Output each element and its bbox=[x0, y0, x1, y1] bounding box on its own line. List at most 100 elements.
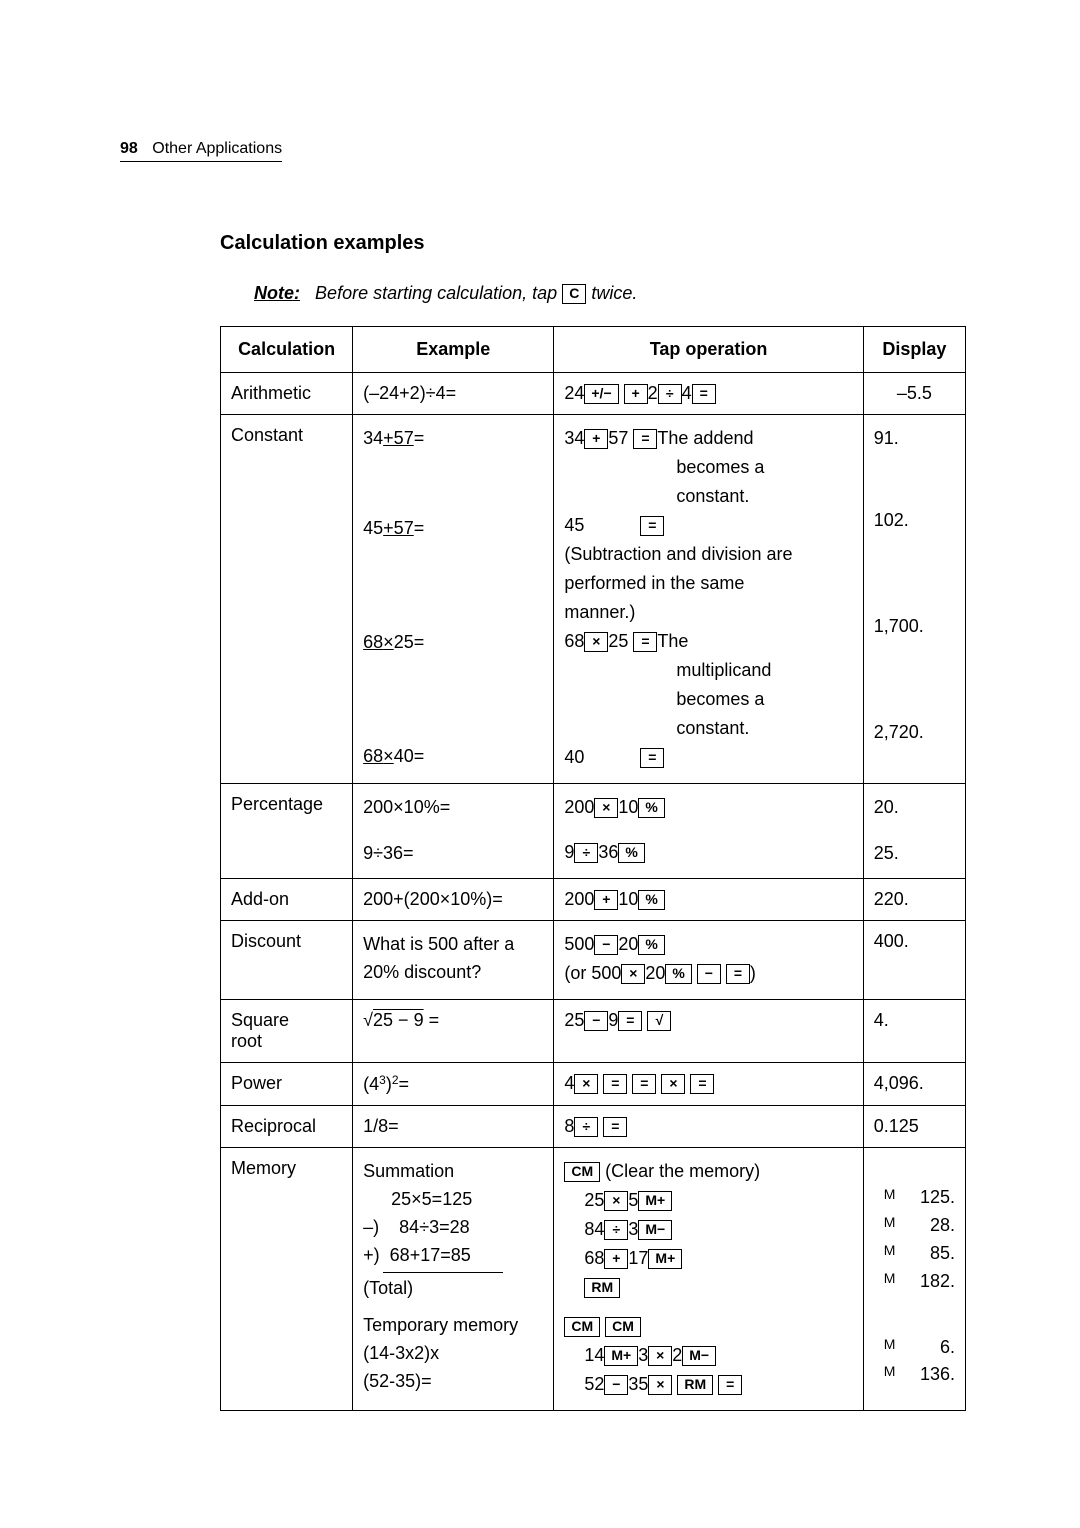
cell-calc: Reciprocal bbox=[221, 1106, 353, 1148]
th-calc: Calculation bbox=[221, 327, 353, 373]
cell-disp: 91. 102. 1,700. 2,720. bbox=[863, 415, 965, 784]
th-disp: Display bbox=[863, 327, 965, 373]
key: + bbox=[594, 890, 618, 910]
key: × bbox=[648, 1375, 672, 1395]
section-heading: Calculation examples bbox=[220, 232, 960, 255]
key: RM bbox=[584, 1278, 620, 1298]
key: − bbox=[604, 1375, 628, 1395]
cell-example: (–24+2)÷4= bbox=[353, 373, 554, 415]
cell-example: 200×10%= 9÷36= bbox=[353, 784, 554, 879]
key: % bbox=[638, 890, 664, 910]
key: = bbox=[726, 964, 750, 984]
cell-calc: Constant bbox=[221, 415, 353, 784]
cell-example: 34+57= 45+57= 68×25= 68×40= bbox=[353, 415, 554, 784]
key: √ bbox=[647, 1011, 671, 1031]
cell-disp: M125. M28. M85. M182. M6. M136. bbox=[863, 1148, 965, 1411]
cell-disp: 220. bbox=[863, 879, 965, 921]
cell-tap: CM (Clear the memory) 25×5M+ 84÷3M− 68+1… bbox=[554, 1148, 863, 1411]
cell-calc: Power bbox=[221, 1063, 353, 1106]
sqrt-icon bbox=[363, 1010, 373, 1030]
calc-table: Calculation Example Tap operation Displa… bbox=[220, 326, 966, 1411]
key: − bbox=[584, 1011, 608, 1031]
cell-calc: Arithmetic bbox=[221, 373, 353, 415]
key: = bbox=[618, 1011, 642, 1031]
cell-tap: 25−9= √ bbox=[554, 1000, 863, 1063]
key: % bbox=[638, 798, 664, 818]
key: M− bbox=[638, 1220, 672, 1240]
key: % bbox=[638, 935, 664, 955]
note-text-before: Before starting calculation, tap bbox=[315, 283, 562, 303]
cell-disp: 400. bbox=[863, 921, 965, 1000]
key: CM bbox=[564, 1162, 600, 1182]
row-reciprocal: Reciprocal 1/8= 8÷ = 0.125 bbox=[221, 1106, 966, 1148]
divider bbox=[383, 1272, 503, 1273]
key: M+ bbox=[648, 1249, 682, 1269]
cell-tap: 34+57 =The addend becomes a constant. 45… bbox=[554, 415, 863, 784]
key: M− bbox=[682, 1346, 716, 1366]
cell-disp: 20. 25. bbox=[863, 784, 965, 879]
key: +/− bbox=[584, 384, 618, 404]
note-line: Note: Before starting calculation, tap C… bbox=[254, 283, 960, 304]
cell-example: Summation 25×5=125 –) 84÷3=28 +) 68+17=8… bbox=[353, 1148, 554, 1411]
key: ÷ bbox=[604, 1220, 628, 1240]
key: ÷ bbox=[658, 384, 682, 404]
row-discount: Discount What is 500 after a 20% discoun… bbox=[221, 921, 966, 1000]
cell-example: 25 − 9 = bbox=[353, 1000, 554, 1063]
key-c: C bbox=[562, 284, 586, 304]
key: × bbox=[594, 798, 618, 818]
key: = bbox=[633, 632, 657, 652]
note-label: Note: bbox=[254, 283, 300, 303]
row-arithmetic: Arithmetic (–24+2)÷4= 24+/− +2÷4= –5.5 bbox=[221, 373, 966, 415]
cell-tap: 500−20% (or 500×20% − =) bbox=[554, 921, 863, 1000]
cell-calc: Add-on bbox=[221, 879, 353, 921]
key: × bbox=[648, 1346, 672, 1366]
row-sqrt: Square root 25 − 9 = 25−9= √ 4. bbox=[221, 1000, 966, 1063]
cell-example: What is 500 after a 20% discount? bbox=[353, 921, 554, 1000]
key: CM bbox=[564, 1317, 600, 1337]
key: ÷ bbox=[574, 843, 598, 863]
key: − bbox=[594, 935, 618, 955]
key: = bbox=[692, 384, 716, 404]
th-tap: Tap operation bbox=[554, 327, 863, 373]
key: = bbox=[603, 1117, 627, 1137]
key: M+ bbox=[638, 1191, 672, 1211]
key: RM bbox=[677, 1375, 713, 1395]
cell-tap: 4× = = × = bbox=[554, 1063, 863, 1106]
cell-calc: Memory bbox=[221, 1148, 353, 1411]
page-header: 98 Other Applications bbox=[120, 140, 960, 162]
th-example: Example bbox=[353, 327, 554, 373]
row-constant: Constant 34+57= 45+57= 68×25= 68×40= 34+… bbox=[221, 415, 966, 784]
cell-disp: 4. bbox=[863, 1000, 965, 1063]
key: × bbox=[621, 964, 645, 984]
row-power: Power (43)2= 4× = = × = 4,096. bbox=[221, 1063, 966, 1106]
key: % bbox=[665, 964, 691, 984]
key: + bbox=[624, 384, 648, 404]
cell-tap: 24+/− +2÷4= bbox=[554, 373, 863, 415]
cell-tap: 200×10% 9÷36% bbox=[554, 784, 863, 879]
cell-disp: –5.5 bbox=[863, 373, 965, 415]
cell-disp: 0.125 bbox=[863, 1106, 965, 1148]
cell-tap: 200+10% bbox=[554, 879, 863, 921]
cell-calc: Percentage bbox=[221, 784, 353, 879]
key: = bbox=[640, 516, 664, 536]
key: = bbox=[690, 1074, 714, 1094]
key: × bbox=[604, 1191, 628, 1211]
key: = bbox=[640, 748, 664, 768]
key: ÷ bbox=[574, 1117, 598, 1137]
key: + bbox=[584, 429, 608, 449]
cell-example: 200+(200×10%)= bbox=[353, 879, 554, 921]
key: + bbox=[604, 1249, 628, 1269]
row-addon: Add-on 200+(200×10%)= 200+10% 220. bbox=[221, 879, 966, 921]
note-text-after: twice. bbox=[591, 283, 637, 303]
key: × bbox=[661, 1074, 685, 1094]
key: × bbox=[584, 632, 608, 652]
key: = bbox=[718, 1375, 742, 1395]
cell-calc: Discount bbox=[221, 921, 353, 1000]
key: = bbox=[632, 1074, 656, 1094]
key: CM bbox=[605, 1317, 641, 1337]
header-title: Other Applications bbox=[152, 140, 282, 157]
cell-example: 1/8= bbox=[353, 1106, 554, 1148]
cell-disp: 4,096. bbox=[863, 1063, 965, 1106]
key: M+ bbox=[604, 1346, 638, 1366]
row-percentage: Percentage 200×10%= 9÷36= 200×10% 9÷36% … bbox=[221, 784, 966, 879]
